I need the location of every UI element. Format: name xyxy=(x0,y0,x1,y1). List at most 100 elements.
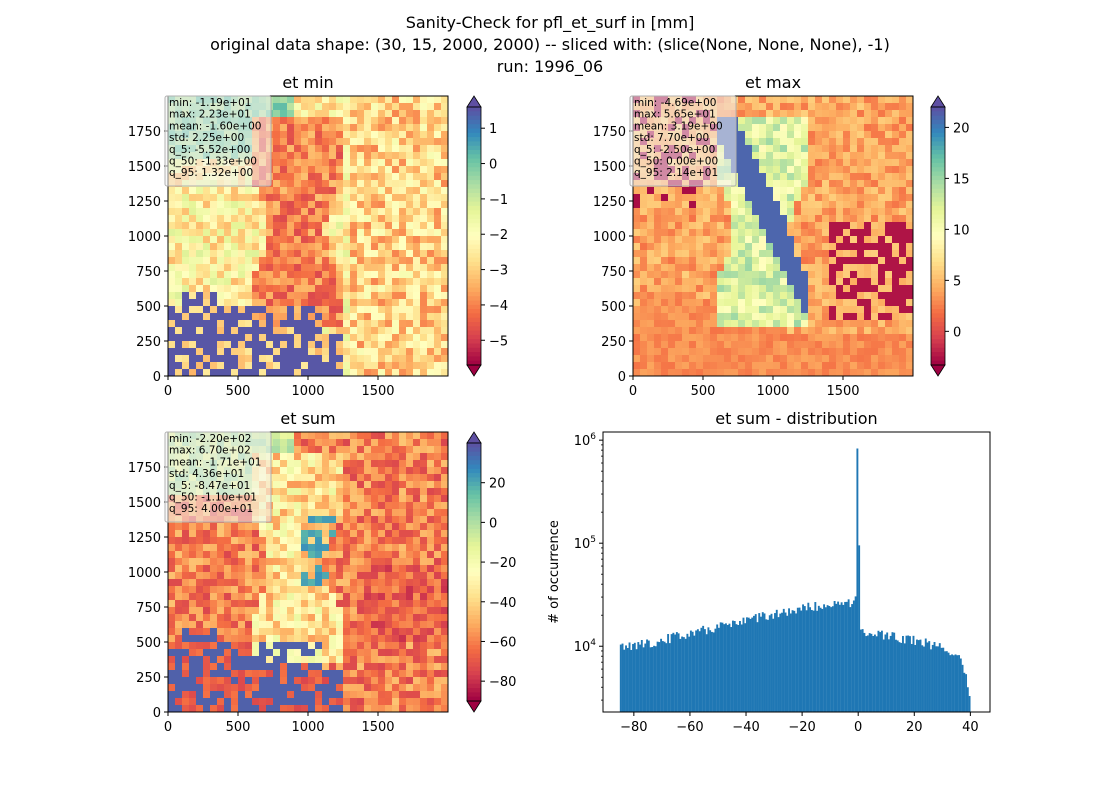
histogram-bar xyxy=(884,634,887,712)
histogram-bar xyxy=(744,623,747,712)
y-tick-label: 250 xyxy=(601,335,626,350)
histogram-bar xyxy=(951,654,953,712)
histogram-bar xyxy=(945,651,948,712)
histogram-bar xyxy=(730,627,733,712)
histogram-bar xyxy=(705,634,708,712)
histogram-bar xyxy=(693,635,696,712)
panel-title: et max xyxy=(745,73,801,92)
histogram-bar xyxy=(959,658,962,712)
histogram-bar xyxy=(742,617,745,712)
histogram-bar xyxy=(802,604,805,712)
histogram-bar xyxy=(886,632,889,712)
histogram-bar xyxy=(907,635,910,712)
histogram-bar xyxy=(753,615,755,712)
histogram-bar xyxy=(784,612,787,712)
histogram-bar xyxy=(944,651,946,712)
x-tick-label: 0 xyxy=(629,384,637,399)
stats-line: min: -1.19e+01 xyxy=(169,97,251,109)
colorbar-tick-label: −80 xyxy=(489,675,516,690)
histogram-bar xyxy=(851,604,854,712)
stats-box xyxy=(629,95,737,187)
histogram-bar xyxy=(933,642,936,712)
y-tick-label: 750 xyxy=(601,265,626,280)
histogram-bar xyxy=(728,623,731,712)
y-axis-label: # of occurrence xyxy=(547,520,562,624)
colorbar-tick-label: 10 xyxy=(953,223,970,238)
histogram-bar xyxy=(887,639,890,712)
histogram-bar xyxy=(909,636,911,712)
colorbar-tick-label: 20 xyxy=(953,121,970,136)
histogram-bar xyxy=(737,625,740,712)
histogram-bar xyxy=(782,608,785,712)
stats-line: min: -4.69e+00 xyxy=(634,97,716,109)
x-tick-label: 1500 xyxy=(361,720,394,735)
histogram-bar xyxy=(793,610,796,712)
histogram-bar xyxy=(719,622,722,712)
x-tick-label: −20 xyxy=(788,720,815,735)
histogram-bar xyxy=(831,606,834,712)
histogram-bar xyxy=(930,649,932,712)
histogram-bars xyxy=(619,448,971,712)
histogram-bar xyxy=(768,615,771,712)
histogram-bar xyxy=(877,630,880,712)
y-tick-label: 500 xyxy=(136,300,161,315)
histogram-bar xyxy=(966,687,969,712)
histogram-bar xyxy=(879,632,882,712)
histogram-bar xyxy=(709,630,712,712)
stats-line: q_95: 1.32e+00 xyxy=(169,167,253,179)
y-tick-label: 1250 xyxy=(128,195,161,210)
histogram-bar xyxy=(733,621,736,712)
histogram-bar xyxy=(635,649,638,712)
histogram-bar xyxy=(674,634,677,712)
histogram-bar xyxy=(912,635,915,712)
colorbar-extend-bottom xyxy=(930,364,946,377)
stats-line: mean: 3.19e+00 xyxy=(634,120,723,132)
histogram-bar xyxy=(681,636,684,712)
histogram-bar xyxy=(779,613,782,712)
histogram-bar xyxy=(954,654,957,712)
histogram-bar xyxy=(767,619,769,712)
histogram-bar xyxy=(646,639,649,712)
colorbar-extend-top xyxy=(930,95,946,108)
histogram-bar xyxy=(684,638,687,712)
histogram-bar xyxy=(746,617,748,712)
stats-line: q_5: -8.47e+01 xyxy=(169,480,250,492)
histogram-bar xyxy=(935,646,938,712)
y-tick-label: 104 xyxy=(574,638,597,655)
colorbar-tick-label: −3 xyxy=(489,264,508,279)
histogram-bar xyxy=(626,647,629,712)
histogram-bar xyxy=(758,613,761,712)
histogram-bar xyxy=(949,655,952,712)
colorbar xyxy=(467,107,481,366)
colorbar-tick-label: 0 xyxy=(953,325,961,340)
histogram-bar xyxy=(873,634,876,712)
histogram-bar xyxy=(698,631,701,712)
panel-title: et sum - distribution xyxy=(715,409,877,428)
histogram-bar xyxy=(952,655,955,712)
histogram-bar xyxy=(751,617,754,712)
histogram-bar xyxy=(651,647,654,712)
stats-line: std: 2.25e+00 xyxy=(169,132,244,144)
histogram-bar xyxy=(756,622,759,712)
histogram-bar xyxy=(916,639,918,712)
histogram-bar xyxy=(917,640,920,712)
histogram-bar xyxy=(905,635,908,712)
histogram-bar xyxy=(675,632,678,712)
colorbar-extend-top xyxy=(466,95,482,108)
histogram-bar xyxy=(721,622,724,712)
histogram-bar xyxy=(842,604,845,712)
histogram-bar xyxy=(763,613,766,712)
histogram-bar xyxy=(623,649,626,712)
stats-box xyxy=(164,431,272,523)
histogram-bar xyxy=(639,644,642,712)
histogram-bar xyxy=(628,642,631,712)
stats-line: min: -2.20e+02 xyxy=(169,433,251,445)
histogram-bar xyxy=(649,647,652,712)
histogram-bar xyxy=(942,647,945,712)
colorbar-frame xyxy=(466,442,482,702)
figure-title-line-2: original data shape: (30, 15, 2000, 2000… xyxy=(210,35,890,54)
histogram-bar xyxy=(735,624,738,712)
histogram-bar xyxy=(947,652,950,712)
y-tick-label: 0 xyxy=(618,370,626,385)
